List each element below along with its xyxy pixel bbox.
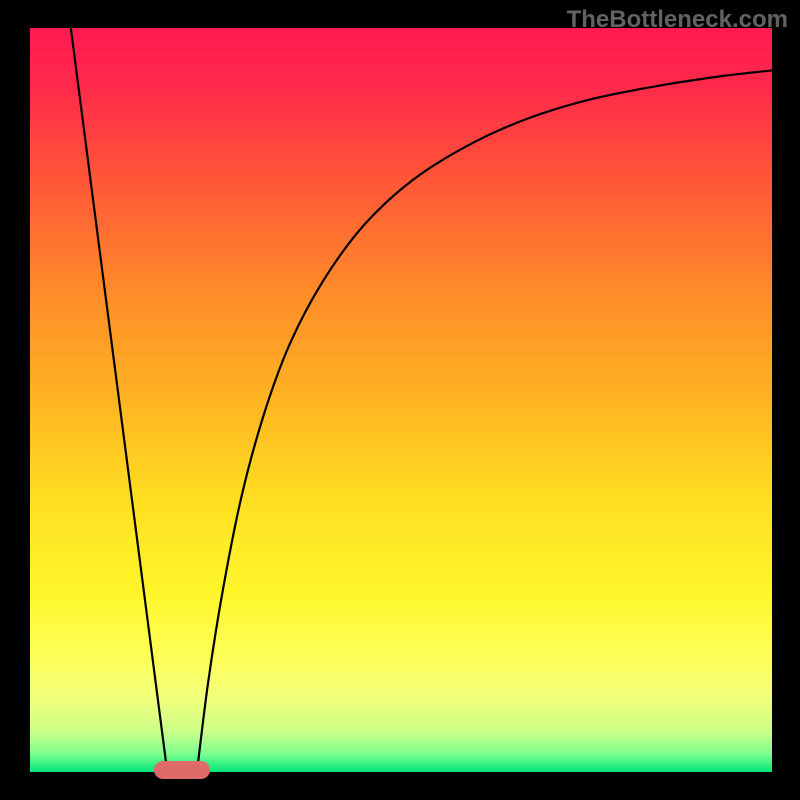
- right-curve: [197, 70, 772, 772]
- curve-svg: [30, 28, 772, 772]
- left-line: [71, 28, 167, 772]
- bottleneck-marker: [154, 761, 210, 779]
- watermark: TheBottleneck.com: [567, 6, 788, 34]
- plot-area: [30, 28, 772, 772]
